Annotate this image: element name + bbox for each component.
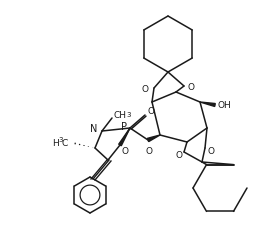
Polygon shape — [200, 102, 215, 106]
Text: 3: 3 — [58, 137, 62, 143]
Text: O: O — [122, 147, 129, 155]
Text: O: O — [176, 152, 183, 161]
Text: OH: OH — [217, 101, 231, 111]
Text: O: O — [148, 106, 155, 115]
Text: CH: CH — [114, 111, 127, 120]
Polygon shape — [147, 135, 160, 142]
Text: C: C — [62, 139, 68, 147]
Text: O: O — [187, 84, 194, 93]
Text: N: N — [90, 124, 97, 134]
Text: H: H — [52, 139, 59, 147]
Text: O: O — [208, 147, 215, 156]
Text: O: O — [146, 147, 153, 156]
Text: 3: 3 — [126, 112, 131, 118]
Polygon shape — [119, 128, 130, 146]
Text: P: P — [121, 122, 127, 132]
Text: O: O — [141, 85, 148, 93]
